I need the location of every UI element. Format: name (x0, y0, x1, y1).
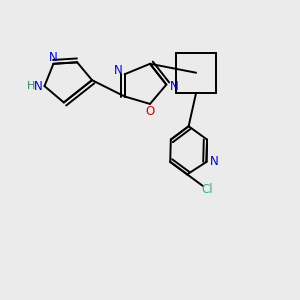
Text: N: N (210, 155, 219, 168)
Text: H: H (27, 81, 35, 91)
Text: N: N (169, 80, 178, 94)
Text: Cl: Cl (202, 183, 213, 196)
Text: N: N (34, 80, 42, 93)
Text: N: N (49, 51, 58, 64)
Text: N: N (114, 64, 123, 77)
Text: O: O (146, 105, 154, 118)
